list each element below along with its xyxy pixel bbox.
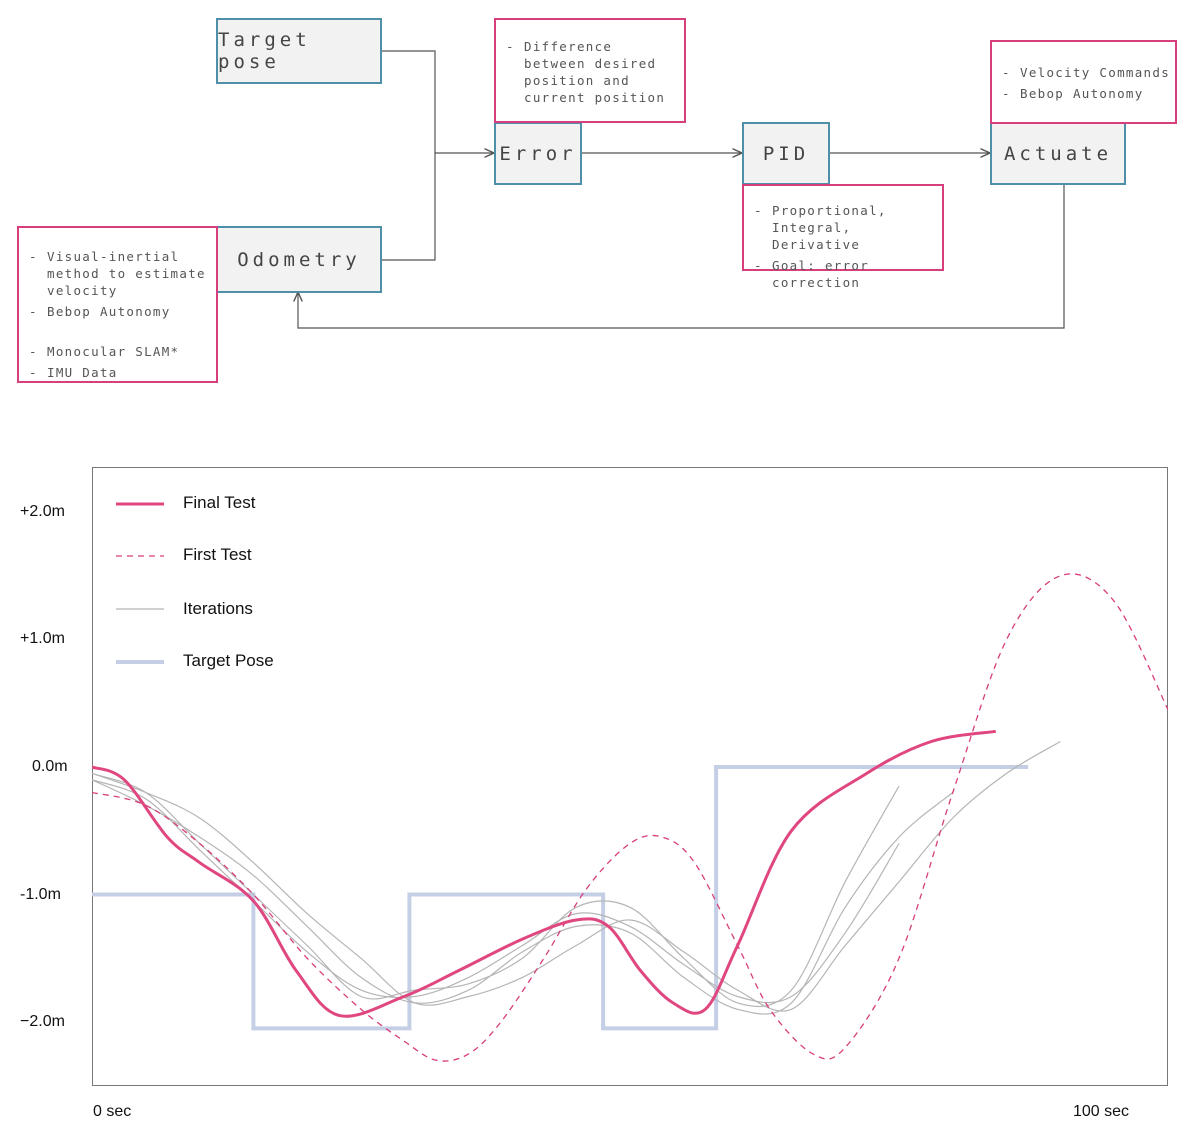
actuate-note-item: Velocity Commands	[992, 64, 1175, 81]
series-first-test-line	[92, 573, 1168, 1062]
x-end-label: 100 sec	[1073, 1103, 1130, 1120]
odometry-note-item: IMU Data	[19, 364, 216, 381]
error-label: Error	[499, 142, 577, 165]
pid-label: PID	[762, 142, 810, 165]
odometry-note: Visual-inertial method to estimate veloc…	[17, 226, 218, 383]
odometry-note-item: Visual-inertial method to estimate veloc…	[19, 248, 216, 299]
target-pose-block: Target pose	[216, 18, 382, 84]
pid-note-item: Proportional, Integral, Derivative	[744, 202, 942, 253]
position-chart	[92, 467, 1168, 1086]
y-tick-label: +1.0m	[20, 630, 65, 647]
error-note: Difference between desired position and …	[494, 18, 686, 123]
y-tick-label: −2.0m	[20, 1013, 65, 1030]
series-final-test-line	[92, 729, 997, 1018]
series-iterations-line	[92, 779, 900, 1004]
actuate-block: Actuate	[990, 122, 1126, 185]
y-tick-label: -1.0m	[20, 886, 61, 903]
wire-target-to-junction	[382, 50, 436, 153]
y-tick-label: +2.0m	[20, 503, 65, 520]
x-start-label: 0 sec	[93, 1103, 132, 1120]
wire-odometry-to-junction	[382, 153, 436, 261]
error-block: Error	[494, 122, 582, 185]
legend-label-target-pose: Target Pose	[183, 651, 274, 670]
actuate-note-item: Bebop Autonomy	[992, 85, 1175, 102]
series-iterations-line	[92, 772, 900, 1008]
odometry-note-item: Bebop Autonomy	[19, 303, 216, 320]
target-pose-label: Target pose	[218, 29, 311, 73]
pid-note: Proportional, Integral, Derivative Goal:…	[742, 184, 944, 290]
odometry-note-item: Monocular SLAM*	[19, 343, 216, 360]
pid-note-item: Goal: error correction	[744, 257, 942, 291]
legend-label-iterations: Iterations	[183, 599, 253, 618]
series-iterations-line	[92, 779, 954, 1015]
series-iterations-line	[92, 740, 1061, 1012]
legend	[116, 502, 164, 664]
y-tick-label: 0.0m	[32, 758, 68, 775]
legend-label-first-test: First Test	[183, 545, 252, 564]
odometry-label: Odometry	[237, 248, 361, 271]
actuate-note: Velocity Commands Bebop Autonomy	[990, 40, 1177, 124]
pid-block: PID	[742, 122, 830, 185]
odometry-block: Odometry	[216, 226, 382, 293]
legend-label-final-test: Final Test	[183, 493, 256, 512]
error-note-item: Difference between desired position and …	[496, 38, 684, 106]
signal-wires	[0, 50, 1065, 329]
series-target-pose-line	[92, 765, 1029, 1031]
actuate-label: Actuate	[1003, 142, 1113, 165]
chart-frame	[92, 467, 1168, 1086]
wire-feedback-loop	[298, 185, 1065, 329]
